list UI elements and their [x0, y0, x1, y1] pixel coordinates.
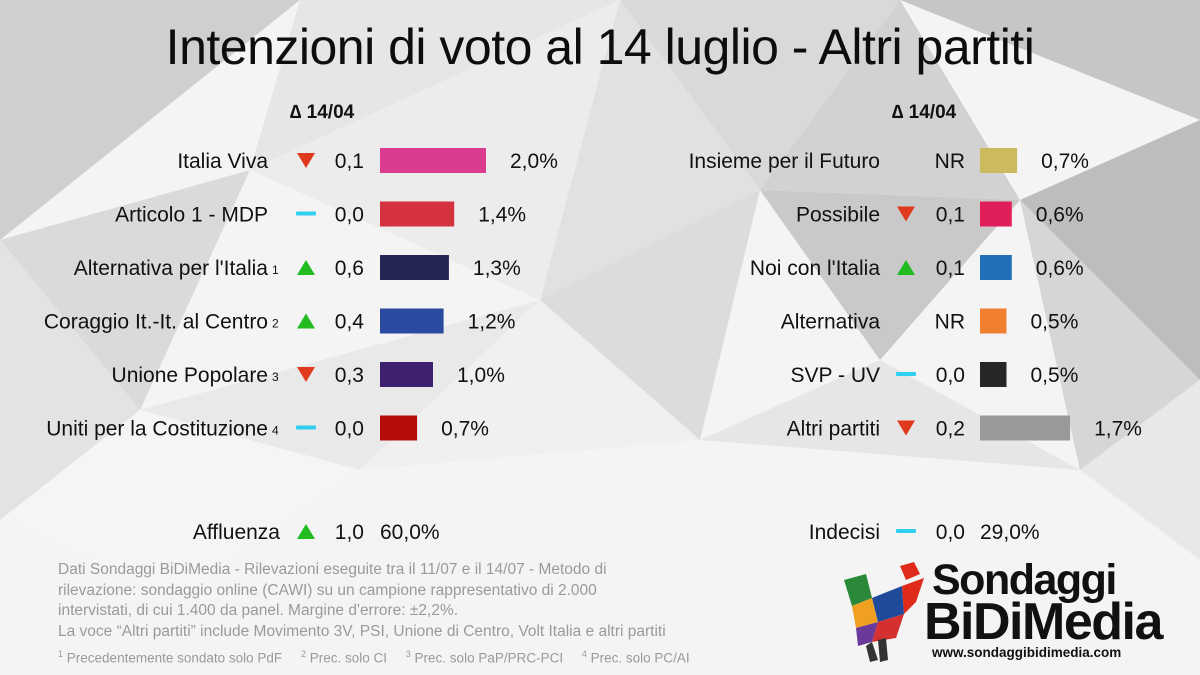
trend-stable-icon: [896, 372, 916, 376]
party-label: Noi con l'Italia: [750, 257, 880, 280]
footnote-marker: 2: [272, 317, 279, 331]
trend-stable-icon: [296, 211, 316, 216]
party-label: Italia Viva: [177, 150, 268, 173]
delta-header: ∆ 14/04: [290, 102, 355, 123]
footnote-text: Prec. solo PC/AI: [590, 650, 690, 666]
methodology-line: La voce “Altri partiti” include Moviment…: [58, 622, 666, 640]
footnote-marker: 4: [272, 424, 279, 438]
value-label: 0,7%: [441, 418, 489, 441]
party-label: Possibile: [796, 204, 880, 227]
party-label: Coraggio It.-It. al Centro: [44, 311, 268, 334]
bar: [380, 308, 444, 334]
trend-stable-icon: [896, 529, 916, 533]
party-label: Insieme per il Futuro: [689, 150, 880, 173]
value-label: 1,7%: [1094, 418, 1142, 441]
value-label: 2,0%: [510, 150, 558, 173]
party-label: Uniti per la Costituzione: [46, 418, 268, 441]
footnote-number: 2: [300, 649, 306, 659]
summary-value: 60,0%: [380, 521, 440, 544]
methodology-line: rilevazione: sondaggio online (CAWI) su …: [58, 581, 597, 599]
value-label: 1,0%: [457, 364, 505, 387]
trend-down-icon: [297, 153, 315, 168]
summary-value: 29,0%: [980, 521, 1040, 544]
value-label: 0,7%: [1041, 150, 1089, 173]
party-label: Alternativa per l'Italia: [74, 257, 269, 280]
delta-header: ∆ 14/04: [892, 102, 957, 123]
summary-label: Indecisi: [809, 521, 880, 544]
value-label: 1,4%: [478, 204, 526, 227]
party-label: Altri partiti: [787, 418, 880, 441]
delta-value: 0,1: [936, 204, 965, 227]
delta-value: 0,6: [335, 257, 364, 280]
delta-value: 0,0: [335, 418, 364, 441]
delta-value: 0,0: [936, 364, 965, 387]
delta-value: 0,0: [936, 521, 965, 544]
bar: [380, 362, 433, 387]
value-label: 0,5%: [1031, 364, 1079, 387]
footnote-text: Prec. solo CI: [309, 650, 387, 666]
bar: [380, 255, 449, 280]
delta-value: 1,0: [335, 521, 364, 544]
delta-value: NR: [935, 150, 965, 173]
party-label: Unione Popolare: [112, 364, 268, 387]
party-label: Articolo 1 - MDP: [115, 204, 268, 227]
delta-value: 0,4: [335, 311, 365, 334]
bar: [980, 415, 1071, 441]
brand-logo: Sondaggi BiDiMedia www.sondaggibidimedia…: [832, 556, 1192, 668]
footnote-number: 4: [581, 649, 587, 659]
footnote-number: 3: [405, 649, 411, 659]
trend-up-icon: [297, 260, 315, 275]
page-title: Intenzioni di voto al 14 luglio - Altri …: [165, 19, 1035, 75]
bar: [380, 201, 455, 227]
party-label: Alternativa: [781, 311, 881, 334]
delta-value: 0,1: [335, 150, 364, 173]
value-label: 1,3%: [473, 257, 521, 280]
value-label: 1,2%: [468, 311, 516, 334]
trend-stable-icon: [296, 425, 316, 430]
delta-value: 0,3: [335, 364, 364, 387]
delta-value: 0,0: [335, 204, 364, 227]
bar: [980, 201, 1012, 227]
trend-up-icon: [297, 313, 315, 329]
delta-value: 0,1: [936, 257, 965, 280]
delta-value: 0,2: [936, 418, 965, 441]
summary-label: Affluenza: [193, 521, 280, 544]
methodology-line: Dati Sondaggi BiDiMedia - Rilevazioni es…: [58, 561, 607, 578]
bar: [980, 308, 1007, 334]
delta-value: NR: [935, 311, 965, 334]
bar: [980, 148, 1018, 173]
bar: [980, 255, 1012, 280]
rooster-icon: [844, 562, 924, 662]
footnote-text: Precedentemente sondato solo PdF: [66, 650, 283, 666]
value-label: 0,6%: [1036, 204, 1084, 227]
footnote-number: 1: [58, 649, 64, 659]
value-label: 0,5%: [1031, 311, 1079, 334]
footnotes: 1 Precedentemente sondato solo PdF 2 Pre…: [58, 644, 828, 669]
bar: [380, 148, 486, 173]
value-label: 0,6%: [1036, 257, 1084, 280]
logo-line1: Sondaggi: [932, 556, 1117, 604]
methodology-line: intervistati, di cui 1.400 da panel. Mar…: [58, 602, 459, 619]
footnote-marker: 1: [272, 263, 279, 277]
methodology-note: Dati Sondaggi BiDiMedia - Rilevazioni es…: [58, 560, 828, 669]
logo-line2: BiDiMedia: [924, 593, 1163, 651]
party-label: SVP - UV: [791, 364, 880, 387]
trend-down-icon: [897, 206, 915, 222]
bar: [380, 415, 418, 441]
footnote-text: Prec. solo PaP/PRC-PCI: [414, 650, 564, 666]
footnote-marker: 3: [272, 370, 279, 384]
trend-down-icon: [297, 367, 315, 382]
trend-up-icon: [897, 260, 915, 275]
logo-url: www.sondaggibidimedia.com: [932, 645, 1122, 660]
trend-up-icon: [297, 524, 315, 539]
trend-down-icon: [897, 420, 915, 436]
bar: [980, 362, 1007, 387]
